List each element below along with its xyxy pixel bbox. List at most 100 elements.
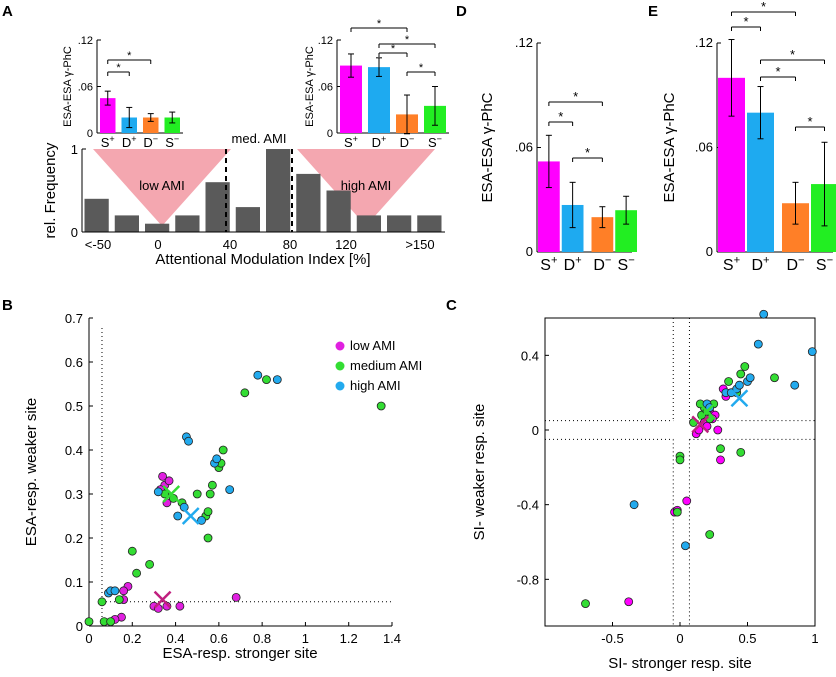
E-ytick-label: 0 (706, 244, 713, 259)
B-mean-marker-medium (162, 485, 181, 503)
B-xtick-label: 0.8 (253, 631, 271, 646)
D-bar (561, 204, 584, 252)
A-inset-low-ytick-label: 0 (87, 128, 93, 140)
A-inset-low-category-label: D+ (122, 134, 137, 150)
panel-label-a: A (2, 3, 13, 20)
high-ami-label: high AMI (341, 178, 392, 193)
B-point-high (110, 586, 120, 596)
hist-xtick-label: >150 (405, 237, 434, 252)
B-point-high (197, 516, 206, 525)
B-point-medium (203, 533, 213, 543)
C-ytick-label: -0.8 (517, 572, 539, 587)
B-ylabel: ESA-resp. weaker site (23, 398, 40, 546)
B-point-medium (145, 560, 155, 569)
C-point-medium (736, 369, 746, 379)
D-bar (591, 217, 614, 252)
D-category-label: S+ (540, 255, 557, 274)
B-point-high (173, 511, 183, 521)
panel-label-e: E (648, 3, 658, 20)
panel-label-b: B (2, 297, 13, 314)
B-legend-marker (335, 341, 345, 351)
B-xtick-label: 0.4 (167, 631, 185, 646)
C-point-high (735, 380, 744, 390)
C-xlabel: SI- stronger resp. site (608, 655, 751, 672)
C-point-medium (705, 530, 715, 539)
histogram-bar (84, 198, 109, 232)
B-point-medium (240, 388, 250, 398)
A-inset-high-category-label: D− (400, 134, 415, 150)
C-point-medium (672, 507, 682, 517)
A-inset-low-category-label: D− (143, 134, 158, 150)
histogram-bar (387, 215, 412, 232)
B-xtick-label: 1 (302, 631, 309, 646)
A-inset-high-bar (368, 67, 390, 133)
C-point-medium (740, 362, 750, 371)
A-inset-low-sig-star: * (116, 62, 121, 74)
A-inset-high-bar (340, 65, 362, 133)
E-sig-star: * (761, 0, 766, 14)
B-legend-marker (335, 361, 345, 371)
B-point-high (153, 487, 163, 497)
D-sig-star: * (585, 145, 590, 160)
D-category-label: S− (618, 255, 635, 274)
B-point-medium (127, 546, 137, 556)
B-point-low (175, 601, 185, 611)
D-ylabel: ESA-ESA γ-PhC (479, 92, 496, 202)
B-point-medium (114, 595, 124, 604)
B-xtick-label: 0 (85, 631, 92, 646)
A-inset-low-category-label: S+ (101, 134, 115, 150)
hist-xtick-label: <-50 (85, 237, 111, 252)
B-ytick-label: 0.7 (65, 311, 83, 326)
C-point-high (629, 500, 639, 510)
B-ytick-label: 0.3 (65, 487, 83, 502)
E-bar (811, 184, 836, 252)
E-category-label: D+ (751, 255, 769, 274)
B-point-medium (205, 489, 215, 499)
D-sig-star: * (558, 109, 563, 124)
D-ytick-label: 0 (526, 244, 533, 259)
E-ylabel: ESA-ESA γ-PhC (661, 92, 678, 202)
E-category-label: S− (816, 255, 833, 274)
C-point-low (713, 425, 723, 435)
B-xtick-label: 0.6 (210, 631, 228, 646)
C-mean-marker-high (730, 389, 749, 408)
A-inset-low-bar (100, 98, 116, 133)
C-point-medium (581, 599, 590, 608)
B-ytick-label: 0.5 (65, 399, 83, 414)
C-point-high (681, 541, 690, 551)
histogram-bar (114, 215, 139, 232)
E-sig-star: * (743, 14, 748, 29)
B-point-high (184, 436, 193, 446)
C-ytick-label: -0.4 (517, 498, 539, 513)
hist-ytick-label: 0 (71, 225, 78, 240)
histogram-bar (326, 190, 351, 232)
A-inset-high-category-label: S+ (344, 134, 358, 150)
B-point-medium (97, 597, 107, 607)
histogram-bar (417, 215, 442, 232)
E-ytick-label: .06 (695, 140, 713, 155)
C-xtick-label: 1 (811, 631, 818, 646)
E-ytick-label: .12 (695, 35, 713, 50)
panel-label-d: D (456, 3, 467, 20)
B-ytick-label: 0.4 (65, 443, 83, 458)
B-point-high (212, 454, 222, 464)
A-inset-high-category-label: S− (428, 134, 442, 150)
B-point-medium (132, 568, 142, 578)
median-ami-label: med. AMI (232, 131, 287, 146)
hist-xlabel: Attentional Modulation Index [%] (155, 251, 370, 268)
B-legend-marker (335, 381, 345, 391)
hist-xtick-label: 0 (154, 237, 161, 252)
B-point-medium (262, 375, 271, 385)
C-point-low (624, 597, 634, 607)
A-inset-high-sig-star: * (391, 43, 396, 55)
hist-xtick-label: 120 (335, 237, 357, 252)
histogram-bar (145, 223, 170, 232)
D-bar (615, 210, 637, 252)
B-ytick-label: 0.1 (65, 575, 83, 590)
B-point-medium (203, 507, 213, 517)
B-point-medium (84, 617, 94, 626)
panel-label-c: C (446, 297, 457, 314)
histogram-bar (296, 173, 321, 232)
C-point-high (807, 347, 817, 357)
